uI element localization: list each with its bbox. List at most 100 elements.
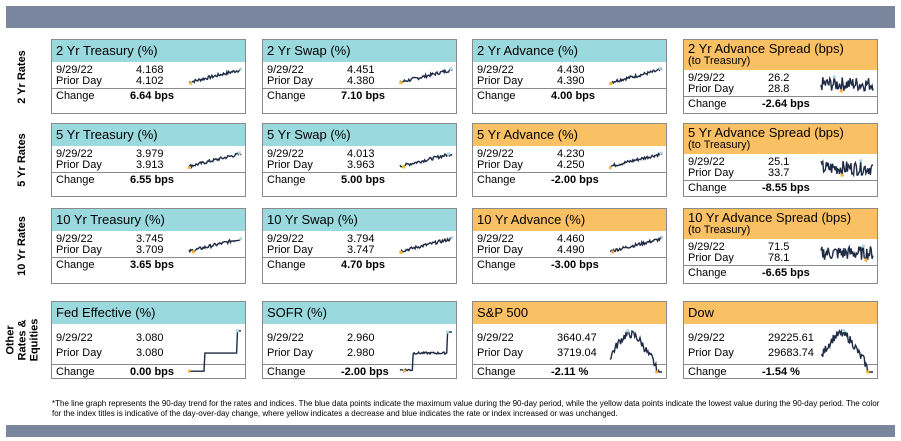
- tile-title: 2 Yr Advance Spread (bps) (to Treasury): [684, 40, 877, 70]
- prior-label: Prior Day: [56, 347, 102, 359]
- change-value: 0.00 bps: [130, 366, 175, 378]
- prior-value: 3.747: [347, 244, 375, 256]
- tile-title: 10 Yr Treasury (%): [52, 209, 245, 231]
- max-point: [449, 67, 453, 71]
- min-point: [191, 250, 195, 254]
- prior-value: 4.380: [347, 75, 375, 87]
- prior-value: 33.7: [768, 167, 790, 179]
- prior-label: Prior Day: [56, 244, 102, 256]
- prior-label: Prior Day: [688, 347, 734, 359]
- change-divider: [52, 88, 245, 89]
- tile-subtitle: (to Treasury): [688, 224, 751, 236]
- prior-label: Prior Day: [477, 347, 523, 359]
- footnote: *The line graph represents the 90-day tr…: [52, 399, 880, 418]
- min-point: [189, 81, 193, 85]
- tile-10-yr-treasury: 10 Yr Treasury (%) 9/29/22 3.745 Prior Day 3…: [51, 208, 246, 284]
- date-label: 9/29/22: [56, 332, 93, 344]
- change-label: Change: [56, 259, 95, 271]
- tile-2-yr-advance: 2 Yr Advance (%) 9/29/22 4.430 Prior Day 4.3…: [472, 39, 667, 114]
- change-divider: [684, 180, 877, 181]
- min-point: [839, 89, 843, 93]
- date-label: 9/29/22: [56, 148, 93, 160]
- tile-title: 10 Yr Advance Spread (bps) (to Treasury): [684, 209, 877, 239]
- change-divider: [263, 257, 456, 258]
- change-divider: [263, 88, 456, 89]
- change-value: 4.00 bps: [551, 90, 596, 102]
- tile-title: Fed Effective (%): [52, 302, 245, 324]
- trend-sparkline: [188, 67, 242, 85]
- min-point: [402, 369, 406, 373]
- trend-sparkline: [609, 329, 662, 374]
- row-label-4: Other Rates & Equities: [4, 318, 40, 362]
- current-value: 71.5: [768, 241, 790, 253]
- min-point: [399, 81, 403, 85]
- change-value: -2.64 bps: [762, 98, 810, 110]
- change-value: -6.65 bps: [762, 267, 810, 279]
- prior-label: Prior Day: [688, 252, 734, 264]
- prior-value: 3.913: [136, 159, 164, 171]
- change-label: Change: [688, 182, 727, 194]
- prior-label: Prior Day: [267, 75, 313, 87]
- trend-sparkline: [188, 329, 241, 373]
- prior-label: Prior Day: [688, 167, 734, 179]
- prior-value: 29683.74: [768, 347, 814, 359]
- current-value: 4.430: [557, 64, 585, 76]
- tile-5-yr-swap: 5 Yr Swap (%) 9/29/22 4.013 Prior Day 3.963 C…: [262, 123, 457, 197]
- prior-value: 2.980: [347, 347, 375, 359]
- trend-sparkline: [820, 159, 874, 178]
- tile-5-yr-advance: 5 Yr Advance (%) 9/29/22 4.230 Prior Day 4.2…: [472, 123, 667, 197]
- change-label: Change: [56, 366, 95, 378]
- trend-sparkline: [399, 330, 452, 373]
- tile-title: 10 Yr Swap (%): [263, 209, 456, 231]
- row-label-2: 5 Yr Rates: [16, 133, 29, 187]
- change-value: 6.64 bps: [130, 90, 175, 102]
- min-point: [609, 82, 613, 86]
- trend-sparkline: [399, 67, 453, 85]
- date-label: 9/29/22: [267, 64, 304, 76]
- max-point: [861, 244, 865, 248]
- min-point: [399, 250, 403, 254]
- max-point: [626, 329, 630, 333]
- prior-value: 3.963: [347, 159, 375, 171]
- max-point: [235, 329, 239, 333]
- date-label: 9/29/22: [477, 148, 514, 160]
- max-point: [237, 151, 241, 155]
- current-value: 4.451: [347, 64, 375, 76]
- trend-sparkline: [820, 244, 874, 263]
- max-point: [450, 236, 453, 240]
- prior-value: 3719.04: [557, 347, 597, 359]
- tile-title: 10 Yr Advance (%): [473, 209, 666, 231]
- tile-subtitle: (to Treasury): [688, 139, 751, 151]
- date-label: 9/29/22: [267, 233, 304, 245]
- date-label: 9/29/22: [688, 332, 725, 344]
- change-divider: [684, 364, 877, 365]
- date-label: 9/29/22: [688, 156, 725, 168]
- max-point: [859, 159, 863, 163]
- change-divider: [473, 88, 666, 89]
- change-label: Change: [688, 366, 727, 378]
- change-divider: [52, 364, 245, 365]
- change-label: Change: [267, 174, 306, 186]
- tile-title: 5 Yr Treasury (%): [52, 124, 245, 146]
- prior-label: Prior Day: [477, 244, 523, 256]
- prior-value: 4.490: [557, 244, 585, 256]
- change-label: Change: [477, 366, 516, 378]
- change-label: Change: [477, 174, 516, 186]
- change-label: Change: [477, 90, 516, 102]
- tile-dow: Dow 9/29/22 29225.61 Prior Day 29683.74 Chang…: [683, 301, 878, 379]
- change-divider: [263, 364, 456, 365]
- max-point: [660, 235, 663, 239]
- tile-title: SOFR (%): [263, 302, 456, 324]
- min-point: [609, 166, 612, 170]
- tile-title: 5 Yr Swap (%): [263, 124, 456, 146]
- change-value: 5.00 bps: [341, 174, 386, 186]
- prior-value: 28.8: [768, 83, 790, 95]
- change-label: Change: [56, 90, 95, 102]
- tile-2-yr-treasury: 2 Yr Treasury (%) 9/29/22 4.168 Prior Day 4.…: [51, 39, 246, 114]
- trend-line: [399, 331, 452, 372]
- current-value: 3.080: [136, 332, 164, 344]
- max-point: [446, 152, 450, 156]
- max-point: [832, 75, 836, 79]
- change-value: 3.65 bps: [130, 259, 175, 271]
- trend-sparkline: [399, 236, 453, 254]
